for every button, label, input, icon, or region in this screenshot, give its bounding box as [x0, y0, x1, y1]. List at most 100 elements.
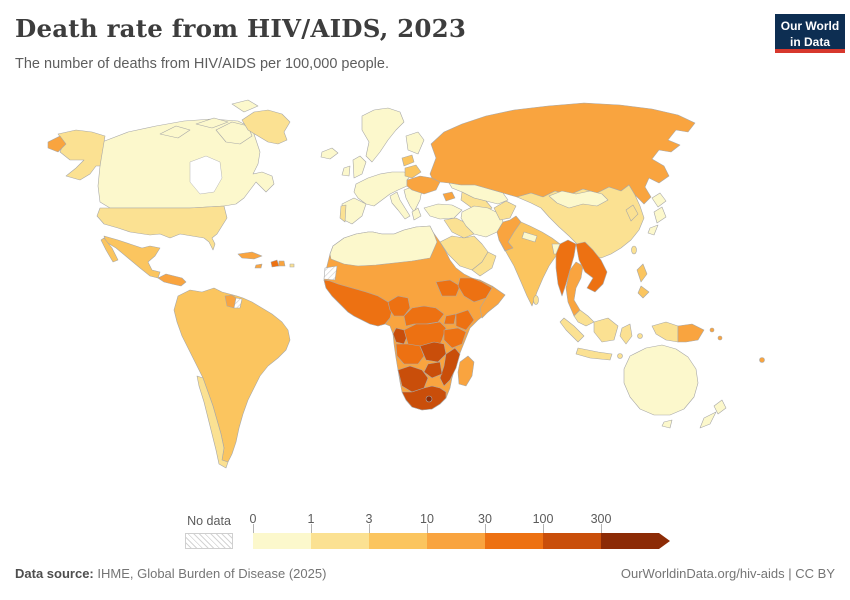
legend-tick [601, 524, 602, 533]
country-new-zealand[interactable] [699, 411, 717, 429]
legend-bin-10-30[interactable] [427, 533, 485, 549]
country-tanzania[interactable] [443, 327, 467, 349]
legend-bin-100-300[interactable] [543, 533, 601, 549]
country-kazakhstan[interactable] [448, 182, 509, 205]
region-baja[interactable] [100, 237, 119, 263]
region-caucasus[interactable] [442, 191, 456, 202]
world-map [0, 86, 850, 510]
country-ukraine[interactable] [406, 175, 441, 195]
country-angola[interactable] [395, 343, 425, 365]
country-belarus[interactable] [404, 164, 422, 179]
region-europe-mainland[interactable] [353, 171, 413, 207]
country-nigeria[interactable] [387, 295, 411, 317]
legend-tick-label: 1 [307, 512, 315, 526]
country-japan[interactable] [653, 206, 667, 224]
region-yemen-oman[interactable] [471, 251, 497, 277]
region-alaska[interactable] [57, 129, 106, 181]
chart-footer: Data source: IHME, Global Burden of Dise… [15, 566, 835, 581]
island-java[interactable] [575, 347, 613, 361]
island-lesser-sunda[interactable] [617, 353, 623, 359]
legend-tick-label: 3 [365, 512, 373, 526]
island-sulawesi[interactable] [619, 323, 633, 345]
country-cuba[interactable] [237, 251, 263, 260]
country-philippines[interactable] [636, 263, 648, 283]
country-greenland[interactable] [241, 109, 291, 145]
pacific-island[interactable] [709, 327, 715, 333]
country-ireland[interactable] [341, 165, 351, 177]
country-finland[interactable] [405, 131, 425, 155]
country-afghanistan[interactable] [493, 200, 517, 221]
region-north-africa[interactable] [329, 225, 438, 267]
country-russia[interactable] [429, 102, 696, 205]
country-mongolia[interactable] [548, 190, 609, 209]
legend-bin-300plus[interactable] [601, 533, 659, 549]
country-western-sahara-no-data[interactable] [323, 265, 338, 281]
country-lesotho[interactable] [425, 395, 433, 403]
country-italy[interactable] [389, 191, 411, 220]
country-iceland[interactable] [320, 147, 339, 160]
country-nepal[interactable] [521, 231, 538, 243]
country-suriname-no-data[interactable] [233, 297, 243, 309]
island-borneo[interactable] [593, 317, 619, 343]
country-uganda[interactable] [443, 313, 457, 325]
region-west-new-guinea[interactable] [651, 321, 679, 343]
region-chukotka[interactable] [47, 135, 67, 153]
country-baffin[interactable] [215, 121, 253, 145]
country-somalia[interactable] [479, 285, 506, 319]
region-malawi-mozambique[interactable] [439, 347, 461, 387]
pacific-island[interactable] [717, 335, 723, 341]
country-papua-new-guinea[interactable] [677, 323, 705, 343]
country-thailand[interactable] [565, 261, 584, 317]
arctic-islands[interactable] [195, 117, 229, 129]
owid-logo[interactable]: Our World in Data [775, 14, 845, 53]
country-taiwan[interactable] [631, 245, 637, 255]
legend-bin-3-10[interactable] [369, 533, 427, 549]
country-portugal[interactable] [339, 204, 347, 223]
region-south-america[interactable] [173, 287, 291, 463]
country-chile[interactable] [196, 375, 229, 469]
country-south-africa[interactable] [401, 385, 447, 411]
country-zimbabwe[interactable] [423, 361, 443, 379]
country-south-korea[interactable] [625, 204, 639, 222]
country-usa[interactable] [96, 205, 228, 251]
country-south-sudan[interactable] [435, 279, 461, 297]
legend-bin-0-1[interactable] [253, 533, 311, 549]
legend-bin-1-3[interactable] [311, 533, 369, 549]
country-myanmar[interactable] [555, 239, 577, 297]
country-puerto-rico[interactable] [289, 263, 295, 268]
country-sri-lanka[interactable] [533, 295, 539, 305]
country-dominican-republic[interactable] [278, 260, 286, 267]
country-turkey[interactable] [423, 203, 463, 220]
arctic-islands[interactable] [159, 125, 191, 139]
region-indochina[interactable] [575, 241, 608, 293]
legend-bin-30-100[interactable] [485, 533, 543, 549]
country-china[interactable] [516, 184, 645, 259]
country-greece[interactable] [411, 207, 422, 221]
legend-arrow [659, 533, 670, 549]
region-west-africa[interactable] [323, 279, 393, 327]
region-scandinavia[interactable] [361, 107, 405, 163]
region-central-africa[interactable] [403, 305, 445, 327]
island-tasmania[interactable] [661, 419, 673, 429]
country-philippines[interactable] [637, 285, 650, 299]
country-uk[interactable] [352, 155, 367, 179]
country-japan[interactable] [647, 224, 659, 236]
country-jamaica[interactable] [254, 263, 263, 269]
country-japan[interactable] [651, 192, 667, 208]
legend-tick [311, 524, 312, 533]
region-central-america[interactable] [157, 273, 187, 287]
country-madagascar[interactable] [457, 355, 475, 387]
region-baltics[interactable] [401, 154, 415, 167]
pacific-island-fiji[interactable] [759, 357, 765, 363]
legend-tick-label: 10 [420, 512, 434, 526]
country-mexico[interactable] [103, 235, 161, 279]
island-moluccas[interactable] [637, 333, 643, 339]
arctic-islands[interactable] [231, 99, 259, 113]
island-sumatra[interactable] [559, 317, 585, 343]
country-australia[interactable] [623, 344, 699, 416]
country-haiti[interactable] [270, 259, 280, 268]
country-new-zealand[interactable] [713, 399, 727, 415]
country-kenya[interactable] [455, 309, 475, 331]
license-link[interactable]: OurWorldinData.org/hiv-aids | CC BY [620, 566, 835, 581]
no-data-swatch[interactable] [185, 533, 233, 549]
